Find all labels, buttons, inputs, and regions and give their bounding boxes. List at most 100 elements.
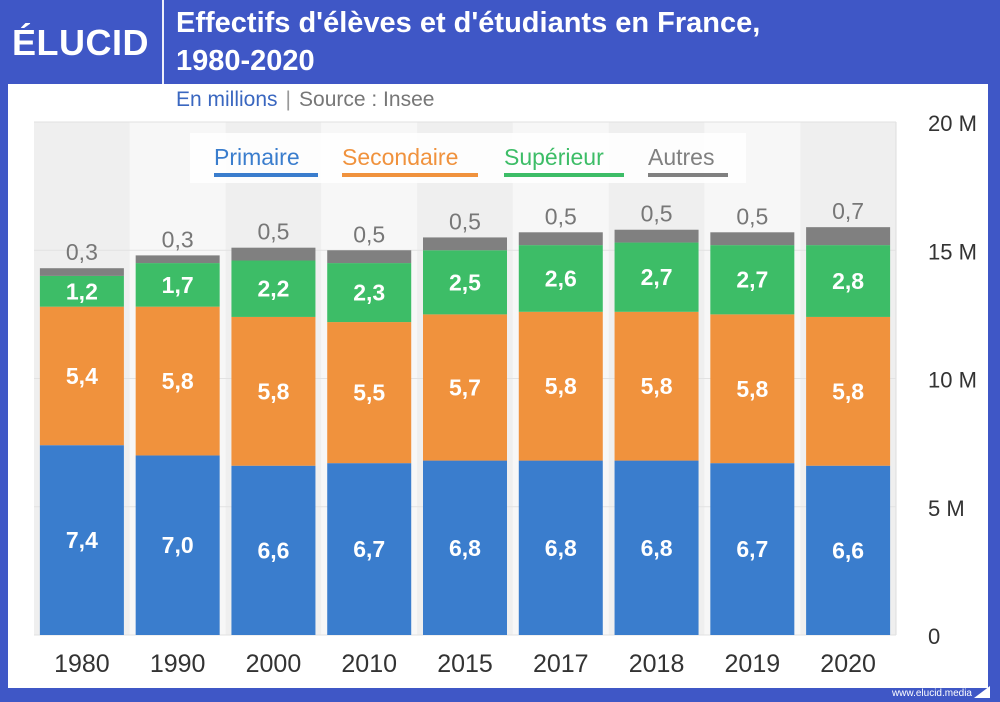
data-label: 2,7 — [736, 267, 768, 293]
bar-segment-supérieur — [710, 245, 795, 315]
data-label: 7,0 — [162, 532, 194, 558]
legend-swatch — [648, 173, 728, 177]
data-label: 0,3 — [162, 226, 194, 252]
subtitle-separator: | — [285, 88, 292, 111]
data-label: 1,2 — [66, 278, 98, 304]
x-tick-label: 2017 — [533, 650, 589, 678]
bar-segment-autres — [423, 237, 507, 251]
data-label: 2,2 — [257, 276, 289, 302]
x-axis: 1980 1990 2000 2010 2015 2017 2018 2019 2020 — [54, 650, 876, 678]
elucid-logo: ÉLUCID — [12, 22, 149, 63]
bar-segment-secondaire — [231, 316, 316, 466]
bar-segment-supérieur — [327, 263, 412, 323]
bar-segment-primaire — [39, 445, 124, 635]
x-tick-label: 1990 — [150, 650, 206, 678]
y-tick-label: 20 M — [928, 111, 977, 136]
bar-segment-secondaire — [710, 314, 795, 464]
data-label: 6,6 — [257, 537, 289, 563]
data-label: 5,7 — [449, 374, 481, 400]
bar-segment-secondaire — [614, 311, 699, 461]
data-label: 2,7 — [641, 264, 673, 290]
legend-swatch — [342, 173, 478, 177]
y-tick-label: 5 M — [928, 496, 965, 521]
bar-segment-primaire — [710, 463, 795, 635]
bar-segment-primaire — [327, 463, 412, 635]
x-tick-label: 2018 — [629, 650, 685, 678]
legend-item-supérieur: Supérieur — [504, 144, 604, 170]
data-label: 0,5 — [257, 219, 289, 245]
chart-subtitle: En millions | Source : Insee — [176, 88, 434, 112]
data-label: 5,8 — [641, 373, 673, 399]
x-tick-label: 2000 — [246, 650, 302, 678]
legend-swatch — [504, 173, 624, 177]
header-divider — [162, 0, 164, 84]
unit-label: En millions — [176, 88, 278, 111]
legend-item-autres: Autres — [648, 144, 714, 170]
y-tick-label: 15 M — [928, 239, 977, 264]
bar-segment-secondaire — [135, 306, 220, 456]
data-label: 5,8 — [736, 376, 768, 402]
data-label: 0,5 — [545, 203, 577, 229]
data-label: 0,3 — [66, 239, 98, 265]
data-label: 0,5 — [449, 208, 481, 234]
bar-segment-primaire — [231, 465, 316, 635]
bar-segment-secondaire — [423, 314, 507, 461]
website-url[interactable]: www.elucid.media — [891, 688, 972, 699]
source-label: Source : Insee — [299, 88, 435, 111]
bar-segment-autres — [518, 232, 603, 246]
x-tick-label: 2015 — [437, 650, 493, 678]
data-label: 2,5 — [449, 269, 481, 295]
data-label: 6,7 — [736, 536, 768, 562]
y-axis: 0 5 M 10 M 15 M 20 M — [928, 111, 977, 649]
data-label: 5,4 — [66, 363, 98, 389]
legend-item-primaire: Primaire — [214, 144, 300, 170]
bar-segment-secondaire — [518, 311, 603, 461]
bar-segment-supérieur — [614, 242, 699, 312]
legend-swatch — [214, 173, 318, 177]
bar-segment-autres — [39, 268, 124, 276]
data-label: 5,8 — [257, 378, 289, 404]
bar-segment-autres — [614, 229, 699, 243]
legend-item-secondaire: Secondaire — [342, 144, 458, 170]
bar-segment-primaire — [614, 460, 699, 635]
chart-title-line2: 1980-2020 — [176, 45, 315, 77]
data-label: 5,8 — [162, 368, 194, 394]
bar-segment-primaire — [806, 465, 891, 635]
data-label: 6,6 — [832, 537, 864, 563]
bar-segment-autres — [231, 247, 316, 261]
bar-segment-autres — [327, 250, 412, 264]
data-label: 5,5 — [353, 380, 385, 406]
bar-segment-autres — [135, 255, 220, 264]
bar-segment-primaire — [423, 460, 507, 635]
data-label: 5,8 — [832, 378, 864, 404]
data-label: 0,5 — [641, 201, 673, 227]
bar-segment-primaire — [518, 460, 603, 635]
bar-segment-autres — [806, 227, 891, 246]
bar-segment-secondaire — [806, 316, 891, 466]
data-label: 0,5 — [736, 203, 768, 229]
bar-segment-supérieur — [39, 275, 124, 307]
x-tick-label: 2019 — [725, 650, 781, 678]
bar-segment-secondaire — [327, 322, 412, 464]
legend: Primaire Secondaire Supérieur Autres — [190, 133, 746, 183]
data-label: 0,5 — [353, 221, 385, 247]
bar-segment-supérieur — [135, 263, 220, 307]
bar-segment-autres — [710, 232, 795, 246]
data-label: 6,8 — [641, 535, 673, 561]
bar-segment-supérieur — [231, 260, 316, 317]
bars — [39, 227, 891, 635]
elucid-mark-icon — [974, 686, 990, 698]
data-label: 5,8 — [545, 373, 577, 399]
data-label: 2,3 — [353, 280, 385, 306]
data-label: 1,7 — [162, 272, 194, 298]
bar-segment-supérieur — [423, 250, 507, 315]
y-tick-label: 10 M — [928, 368, 977, 393]
data-label: 2,8 — [832, 268, 864, 294]
x-tick-label: 1980 — [54, 650, 110, 678]
chart-title-line1: Effectifs d'élèves et d'étudiants en Fra… — [176, 7, 761, 39]
bar-segment-secondaire — [39, 306, 124, 446]
x-tick-label: 2010 — [341, 650, 397, 678]
x-tick-label: 2020 — [820, 650, 876, 678]
data-label: 6,8 — [545, 535, 577, 561]
bar-segment-supérieur — [806, 245, 891, 317]
